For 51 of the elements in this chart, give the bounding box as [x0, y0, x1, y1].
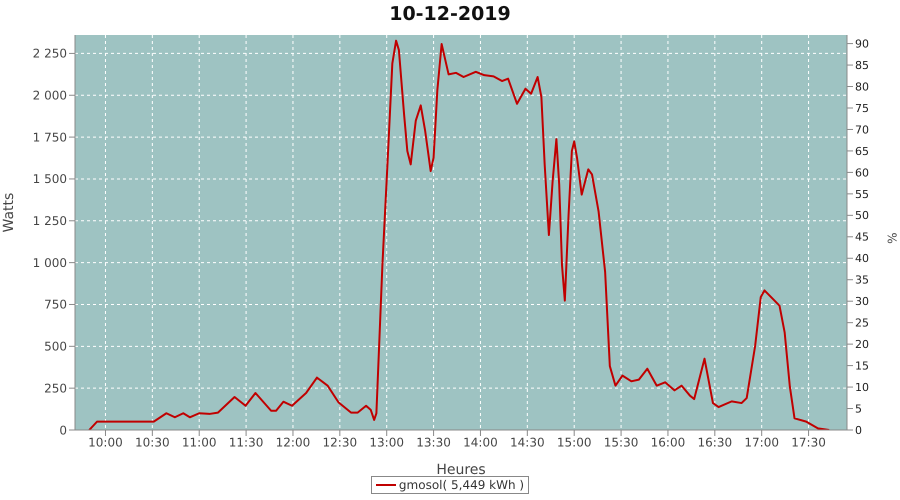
x-tick-label: 16:30: [698, 436, 732, 450]
y2-tick-label: 75: [855, 102, 869, 115]
y2-tick-label: 45: [855, 230, 869, 244]
x-tick-label: 14:30: [510, 436, 545, 450]
x-tick-label: 11:00: [182, 436, 217, 450]
y2-tick-label: 5: [855, 402, 862, 416]
y2-tick-label: 60: [855, 166, 869, 180]
y-tick-label: 0: [59, 423, 67, 438]
y2-axis-title: %: [885, 232, 900, 244]
x-tick-label: 12:30: [322, 436, 358, 450]
y-tick-label: 250: [44, 381, 67, 396]
y2-tick-label: 40: [855, 252, 869, 266]
x-tick-label: 11:30: [228, 436, 264, 450]
y2-tick-label: 90: [855, 37, 869, 50]
y-tick-label: 1 500: [32, 172, 67, 186]
line-series: [88, 40, 830, 430]
chart-title: 10-12-2019: [388, 3, 512, 25]
y2-tick-label: 0: [855, 424, 862, 437]
y-tick-label: 2 000: [32, 88, 67, 103]
legend-label: gmosol( 5,449 kWh ): [398, 478, 524, 492]
y2-tick-label: 15: [855, 360, 869, 373]
y2-tick-label: 20: [855, 338, 869, 352]
y2-tick-label: 85: [855, 58, 869, 72]
x-tick-label: 14:00: [463, 436, 498, 450]
x-tick-label: 17:30: [791, 436, 826, 450]
x-tick-label: 13:30: [416, 436, 451, 450]
y-tick-label: 1 000: [32, 256, 67, 270]
x-tick-label: 12:00: [276, 436, 310, 450]
y2-tick-label: 10: [855, 380, 869, 394]
y-axis-title: Watts: [0, 192, 17, 232]
y2-tick-label: 50: [855, 209, 869, 222]
x-tick-label: 17:00: [744, 436, 779, 450]
y-tick-label: 500: [44, 340, 67, 354]
y-tick-label: 1 250: [32, 214, 67, 228]
x-tick-label: 15:00: [556, 436, 592, 450]
y2-tick-label: 55: [855, 188, 869, 201]
y2-tick-label: 25: [855, 316, 869, 330]
y-tick-label: 2 250: [32, 46, 67, 61]
x-axis-title: Heures: [436, 462, 486, 478]
x-tick-label: 15:30: [604, 436, 638, 450]
x-tick-label: 13:00: [369, 436, 404, 450]
y2-tick-label: 80: [855, 80, 869, 94]
y2-tick-label: 70: [855, 123, 869, 136]
x-tick-label: 10:30: [135, 436, 170, 450]
y2-tick-label: 30: [855, 295, 869, 308]
y2-tick-label: 65: [855, 144, 869, 158]
x-tick-label: 10:00: [88, 436, 123, 450]
y2-tick-label: 35: [855, 274, 869, 287]
y-tick-label: 1 750: [32, 130, 67, 144]
x-tick-label: 16:00: [650, 436, 686, 450]
y-tick-label: 750: [44, 298, 67, 312]
